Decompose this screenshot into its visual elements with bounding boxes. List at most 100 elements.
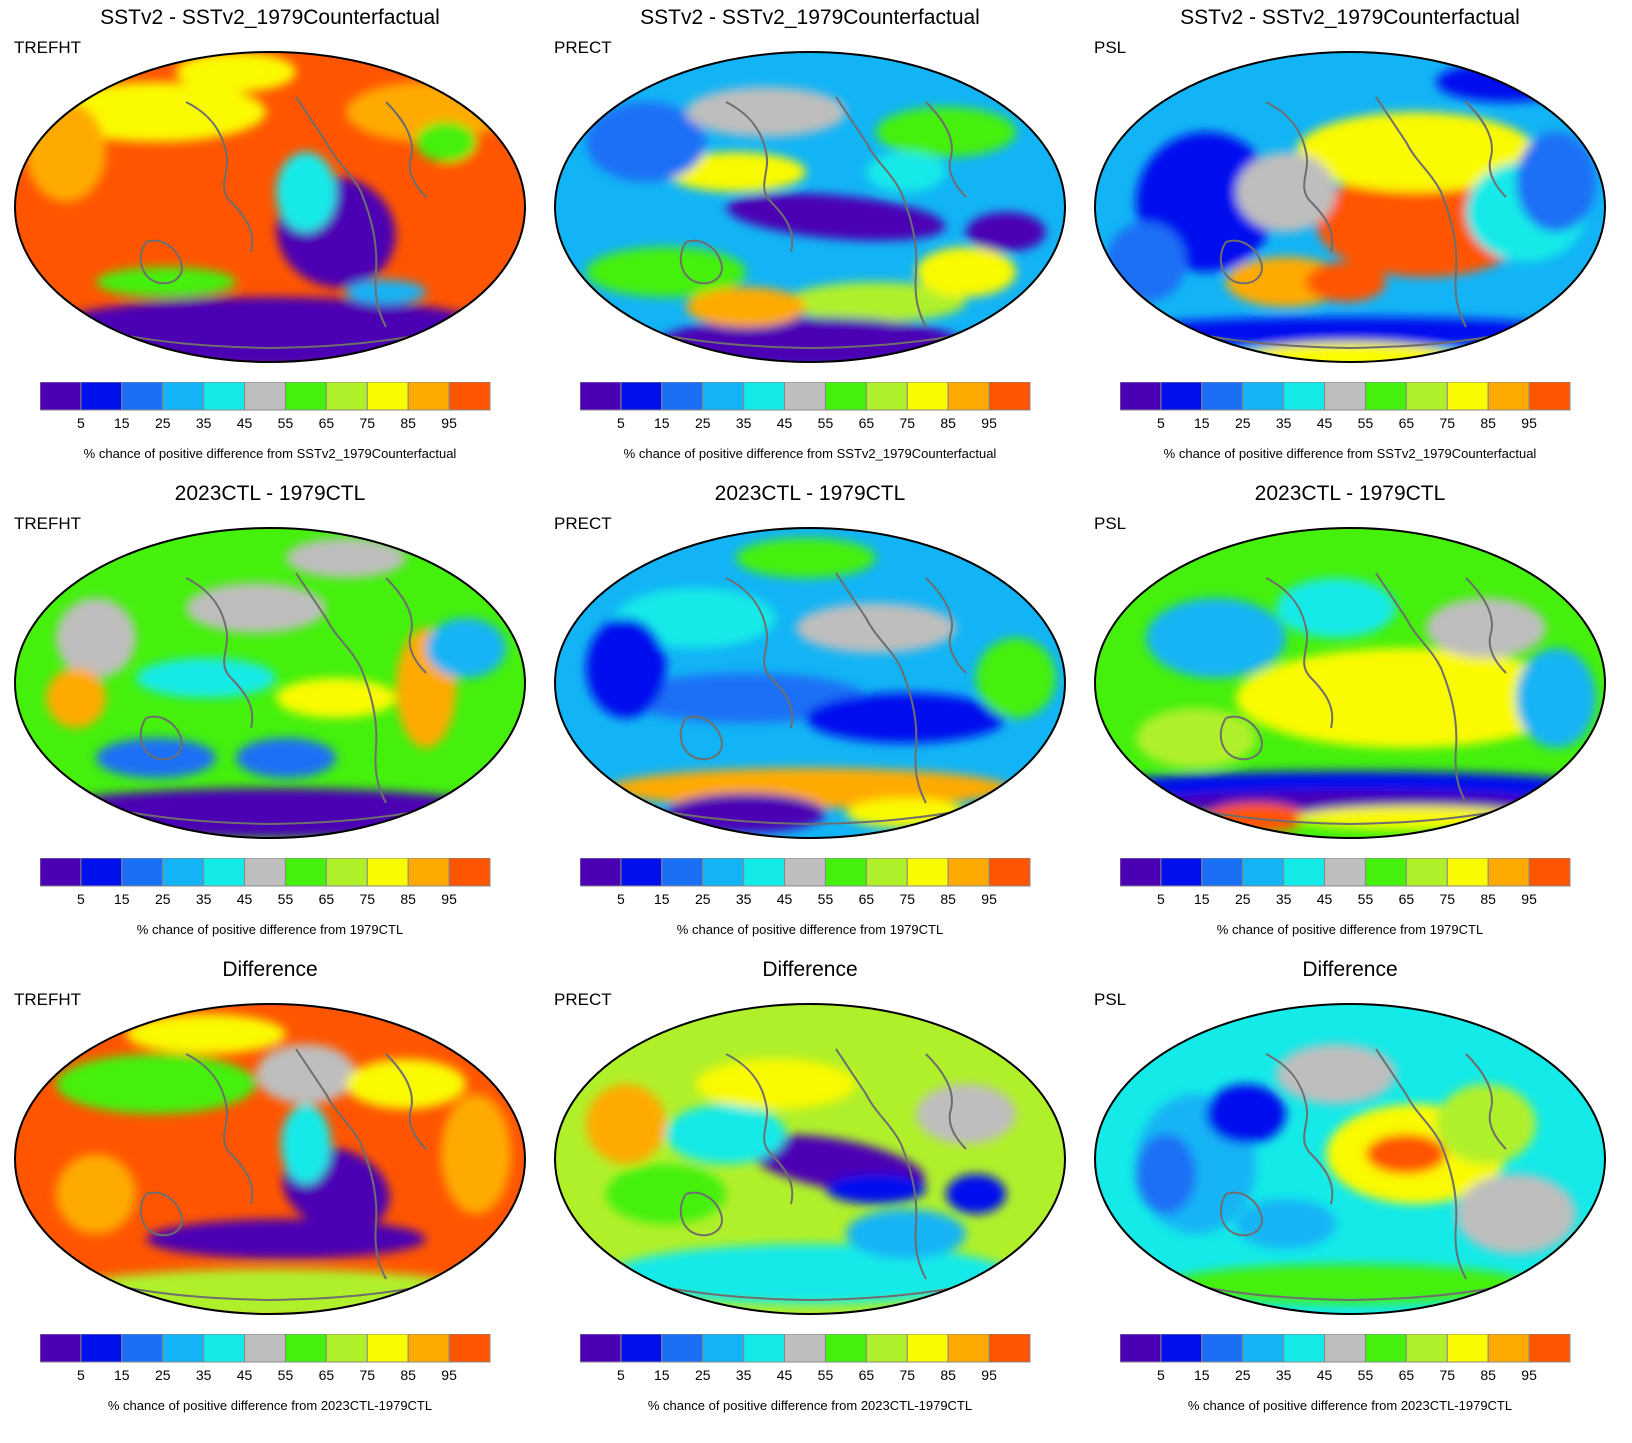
coastline (185, 101, 254, 253)
coastline (295, 572, 387, 804)
colorbar-swatch (1242, 858, 1285, 887)
colorbar-swatch (203, 858, 246, 887)
coastline (385, 577, 427, 674)
colorbar-tick-label: 55 (1358, 415, 1374, 431)
map-field-region (186, 583, 326, 633)
colorbar-swatch (244, 382, 286, 411)
world-map (554, 527, 1066, 839)
colorbar-swatch (80, 382, 123, 411)
colorbar-swatch (121, 382, 164, 411)
map-field-region (1276, 578, 1396, 638)
colorbar-tick-label: 25 (1235, 1367, 1251, 1383)
world-map (14, 1003, 526, 1315)
coastline (385, 101, 427, 198)
colorbar-tick-label: 95 (981, 1367, 997, 1383)
colorbar-tick-label: 55 (818, 415, 834, 431)
colorbar-swatch (1405, 1334, 1448, 1363)
panel-title: SSTv2 - SSTv2_1979Counterfactual (100, 6, 440, 29)
colorbar-swatch (284, 1334, 327, 1363)
colorbar-swatch (580, 382, 622, 411)
map-field-region (46, 82, 266, 142)
map-field-region (281, 1104, 331, 1184)
map-field-region (1170, 1264, 1530, 1304)
colorbar-swatch (1201, 858, 1244, 887)
coastline (645, 331, 977, 350)
colorbar-swatch (1283, 858, 1326, 887)
colorbar-swatch (448, 1334, 491, 1363)
map-field-region (1206, 1084, 1286, 1144)
map-field-region (866, 152, 946, 192)
colorbar-swatch (865, 1334, 908, 1363)
coastline (1219, 715, 1263, 761)
colorbar-tick-label: 75 (1439, 891, 1455, 907)
world-map (1094, 527, 1606, 839)
panel-title: Difference (1302, 958, 1398, 981)
map-panel: SSTv2 - SSTv2_1979Counterfactual PSL 5 15 25… (1080, 0, 1620, 480)
colorbar-swatch (743, 858, 786, 887)
coastline (105, 807, 437, 826)
colorbar-swatch (1283, 382, 1326, 411)
map-field-region (786, 282, 966, 322)
colorbar-tick-label: 75 (1439, 1367, 1455, 1383)
colorbar-tick-label: 25 (1235, 415, 1251, 431)
colorbar: 5 15 25 35 45 55 65 75 85 95 (40, 1334, 491, 1383)
variable-label: PSL (1094, 514, 1127, 533)
colorbar-tick-label: 85 (400, 891, 416, 907)
map-field-region (176, 52, 296, 92)
colorbar-swatch (661, 858, 704, 887)
map-field-region (610, 1244, 1010, 1304)
world-map (1094, 1003, 1606, 1315)
colorbar-swatch (906, 382, 949, 411)
colorbar-tick-label: 55 (278, 415, 294, 431)
colorbar-swatch (988, 382, 1031, 411)
colorbar-tick-label: 85 (400, 1367, 416, 1383)
colorbar-swatch (1242, 382, 1285, 411)
colorbar-label: % chance of positive difference from 202… (647, 1398, 973, 1413)
colorbar-swatch (988, 1334, 1031, 1363)
colorbar-tick-label: 25 (695, 1367, 711, 1383)
colorbar-swatch (407, 382, 450, 411)
map-field-region (136, 658, 276, 698)
colorbar-tick-label: 15 (1194, 415, 1210, 431)
panel-title: SSTv2 - SSTv2_1979Counterfactual (1180, 6, 1520, 29)
colorbar-swatch (702, 1334, 745, 1363)
panel-title: Difference (222, 958, 318, 981)
colorbar-tick-label: 85 (940, 1367, 956, 1383)
colorbar-tick-label: 15 (114, 415, 130, 431)
colorbar-swatch (620, 858, 663, 887)
map-field-region (916, 247, 1016, 297)
colorbar-swatch (824, 1334, 867, 1363)
coastline (1185, 807, 1517, 826)
colorbar-tick-label: 35 (736, 891, 752, 907)
colorbar-tick-label: 65 (859, 891, 875, 907)
colorbar-swatch (1160, 382, 1203, 411)
map-outline (14, 1003, 526, 1315)
map-field-region (1136, 708, 1256, 768)
colorbar-tick-label: 95 (1521, 1367, 1537, 1383)
colorbar-swatch (784, 382, 826, 411)
map-panel: 2023CTL - 1979CTL PRECT 5 15 25 35 45 55 65 75 85 9… (540, 476, 1080, 956)
colorbar-swatch (1120, 382, 1162, 411)
colorbar-tick-label: 25 (155, 415, 171, 431)
map-outline (554, 1003, 1066, 1315)
colorbar-swatch (1446, 858, 1489, 887)
colorbar-swatch (366, 858, 409, 887)
colorbar-label: % chance of positive difference from SST… (1163, 446, 1537, 461)
colorbar-tick-label: 45 (777, 415, 793, 431)
panel-title: 2023CTL - 1979CTL (1254, 482, 1446, 505)
colorbar: 5 15 25 35 45 55 65 75 85 95 (1120, 1334, 1571, 1383)
coastline (925, 1053, 967, 1150)
colorbar-swatch (1160, 1334, 1203, 1363)
variable-label: PRECT (554, 990, 612, 1009)
map-field-region (126, 1014, 286, 1054)
colorbar-swatch (702, 858, 745, 887)
colorbar-tick-label: 35 (196, 891, 212, 907)
coastline (679, 1191, 723, 1237)
map-field-region (26, 102, 106, 202)
map-field-region (50, 1269, 490, 1314)
colorbar-tick-label: 5 (1157, 891, 1165, 907)
coastline (1375, 572, 1467, 804)
map-field-region (256, 1044, 356, 1104)
coastline (295, 96, 387, 328)
colorbar-tick-label: 35 (196, 1367, 212, 1383)
